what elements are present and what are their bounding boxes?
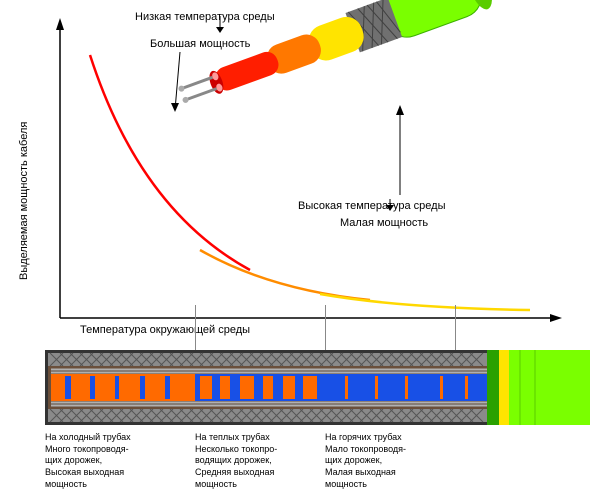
label-low-power: Малая мощность <box>340 217 428 229</box>
guide-line <box>195 305 196 353</box>
y-axis-label: Выделяемая мощность кабеля <box>18 122 30 280</box>
guide-line <box>325 305 326 353</box>
bottom-col-warm: На теплых трубах Несколько токопро- водя… <box>195 432 325 490</box>
x-axis-label: Температура окружающей среды <box>80 324 250 336</box>
bottom-col-hot: На горячих трубах Мало токопроводя- щих … <box>325 432 465 490</box>
label-high-power: Большая мощность <box>150 38 250 50</box>
label-high-temp: Высокая температура среды <box>298 200 445 212</box>
bottom-labels: На холодный трубах Много токопроводя- щи… <box>45 432 465 490</box>
bottom-col-cold: На холодный трубах Много токопроводя- щи… <box>45 432 195 490</box>
chart-svg <box>0 0 613 345</box>
guide-line <box>455 305 456 353</box>
cable-cross-section <box>45 350 590 425</box>
label-low-temp: Низкая температура среды <box>135 11 275 23</box>
